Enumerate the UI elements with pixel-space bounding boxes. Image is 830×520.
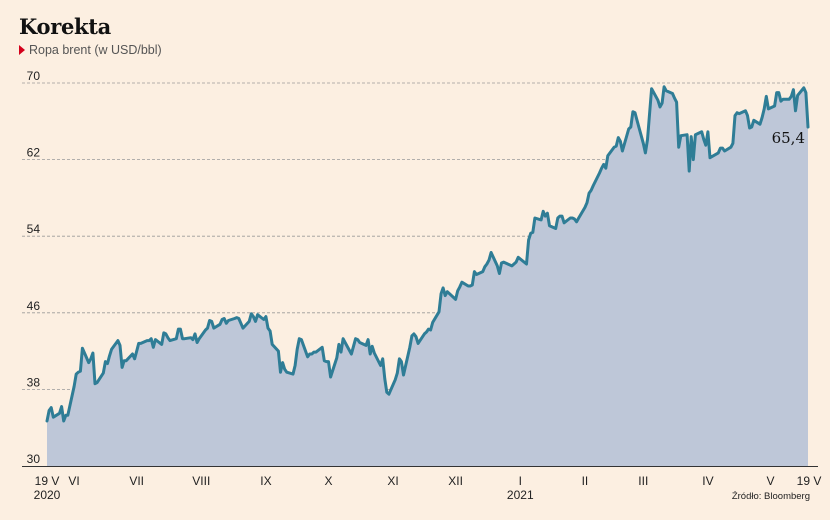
y-tick-label: 46	[27, 299, 41, 313]
y-tick-label: 62	[27, 146, 41, 160]
subtitle-text: Ropa brent (w USD/bbl)	[29, 43, 162, 57]
x-tick-label: XII	[448, 474, 463, 488]
x-tick-label: I	[519, 474, 522, 488]
x-tick-label: III	[638, 474, 648, 488]
x-tick-label: IV	[702, 474, 713, 488]
x-tick-label: IX	[260, 474, 271, 488]
price-series-line	[45, 85, 810, 423]
y-axis-ticks: 30 38 46 54 62 70	[27, 69, 41, 466]
y-tick-label: 38	[27, 375, 41, 389]
x-tick-label: XI	[387, 474, 398, 488]
red-triangle-marker-icon	[19, 45, 25, 55]
y-tick-label: 54	[27, 222, 41, 236]
chart-subtitle: Ropa brent (w USD/bbl)	[19, 43, 162, 57]
x-tick-label: II	[582, 474, 589, 488]
x-tick-label: V	[766, 474, 774, 488]
y-tick-label: 30	[27, 452, 41, 466]
price-area-fill	[47, 86, 808, 467]
x-tick-label: 19 V	[797, 474, 822, 488]
x-tick-label: X	[324, 474, 332, 488]
y-tick-label: 70	[27, 69, 41, 83]
x-tick-label: VI	[68, 474, 79, 488]
last-value-label: 65,4	[772, 129, 805, 147]
source-note: Źródło: Bloomberg	[731, 491, 810, 502]
x-year-label: 2020	[34, 488, 61, 502]
x-year-label: 2021	[507, 488, 534, 502]
x-tick-label: VIII	[192, 474, 210, 488]
x-tick-label: VII	[129, 474, 144, 488]
chart-title: Korekta	[19, 14, 111, 39]
x-tick-label: 19 V	[35, 474, 60, 488]
